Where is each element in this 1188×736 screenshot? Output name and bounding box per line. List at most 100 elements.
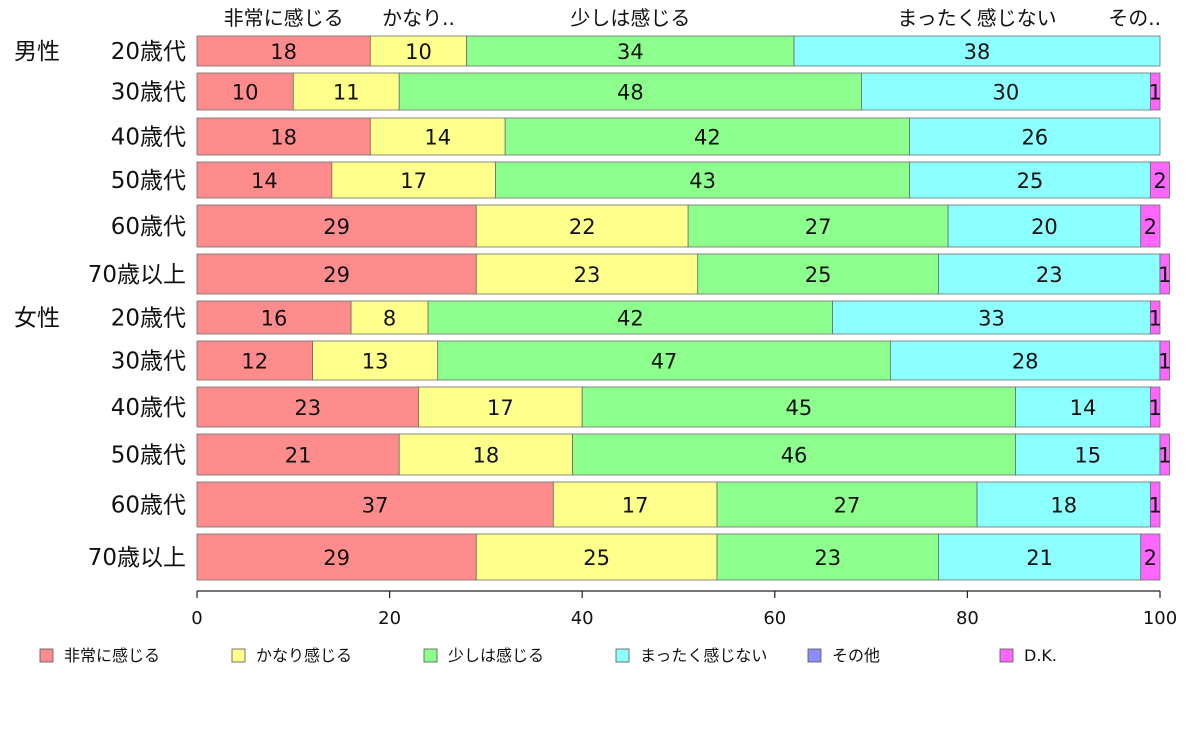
data-label: 17 — [487, 396, 514, 420]
bar-segment — [793, 35, 1161, 67]
data-label: 18 — [270, 126, 297, 150]
bar-segment — [196, 533, 477, 581]
data-label: 30 — [993, 81, 1020, 105]
data-label: 8 — [383, 307, 396, 331]
data-label: 1 — [1158, 444, 1171, 468]
data-label: 15 — [1074, 444, 1101, 468]
bar-segment — [581, 386, 1016, 428]
bar-segment — [572, 433, 1016, 476]
bar-segment — [889, 340, 1161, 381]
data-label: 33 — [978, 307, 1005, 331]
category-label: 30歳代 — [111, 80, 186, 106]
category-label: 70歳以上 — [88, 262, 186, 288]
category-label: 60歳代 — [111, 493, 186, 519]
legend-label: 少しは感じる — [448, 646, 544, 665]
bar-segment — [196, 35, 371, 67]
bar-segment — [196, 300, 352, 335]
bar-segment — [369, 117, 506, 156]
x-tick-label: 20 — [378, 608, 401, 629]
category-label: 70歳以上 — [88, 545, 186, 571]
bar-segment — [976, 481, 1151, 528]
category-label: 30歳代 — [111, 349, 186, 375]
x-tick-label: 100 — [1143, 608, 1177, 629]
bar-segment — [398, 433, 573, 476]
data-label: 27 — [834, 494, 861, 518]
legend-swatch — [807, 648, 822, 663]
bar-segment — [1159, 433, 1171, 476]
bar-segment — [1149, 161, 1171, 199]
data-label: 1 — [1158, 263, 1171, 287]
bar-segment — [418, 386, 583, 428]
data-label: 21 — [285, 444, 312, 468]
bar-segment — [504, 117, 911, 156]
legend-label: 非常に感じる — [64, 646, 160, 665]
data-label: 14 — [424, 126, 451, 150]
category-label: 20歳代 — [111, 306, 186, 332]
legend-swatch — [615, 648, 630, 663]
data-label: 25 — [583, 546, 610, 570]
x-axis: 0 20 40 60 80 100 — [191, 590, 1177, 629]
column-header: かなり.. — [382, 6, 455, 30]
bar-segment — [350, 300, 429, 335]
data-label: 20 — [1031, 215, 1058, 239]
data-label: 21 — [1026, 546, 1053, 570]
data-label: 1 — [1148, 81, 1161, 105]
data-label: 18 — [270, 40, 297, 64]
data-label: 48 — [617, 81, 644, 105]
data-label: 12 — [241, 350, 268, 374]
data-label: 29 — [323, 546, 350, 570]
column-header: 少しは感じる — [570, 6, 690, 30]
bar-segment — [196, 253, 477, 295]
data-label: 34 — [617, 40, 644, 64]
data-label: 2 — [1153, 169, 1166, 193]
data-label: 11 — [333, 81, 360, 105]
legend-label: まったく感じない — [640, 646, 767, 665]
bar-segment — [938, 533, 1142, 581]
data-label: 23 — [574, 263, 601, 287]
legend-swatch — [999, 648, 1014, 663]
bar-segment — [292, 72, 400, 111]
data-label: 2 — [1144, 546, 1157, 570]
data-label: 29 — [323, 215, 350, 239]
data-label: 18 — [1050, 494, 1077, 518]
data-label: 43 — [689, 169, 716, 193]
bar-segment — [475, 253, 699, 295]
bar-segment — [196, 72, 294, 111]
bar-segment — [1140, 533, 1161, 581]
bar-segment — [196, 481, 554, 528]
legend-swatch — [231, 648, 246, 663]
data-label: 18 — [473, 444, 500, 468]
data-label: 23 — [294, 396, 321, 420]
bar-segment — [312, 340, 439, 381]
bar-segment — [1149, 72, 1161, 111]
group-label: 女性 — [14, 306, 60, 332]
x-tick-label: 0 — [191, 608, 202, 629]
bar-segment — [475, 533, 718, 581]
group-label: 男性 — [14, 39, 60, 65]
legend-swatch — [423, 648, 438, 663]
data-label: 29 — [323, 263, 350, 287]
bar-segment — [331, 161, 496, 199]
data-label: 26 — [1021, 126, 1048, 150]
data-label: 42 — [694, 126, 721, 150]
data-label: 37 — [362, 494, 389, 518]
column-headers: 非常に感じる かなり.. 少しは感じる まったく感じない その.. — [224, 6, 1161, 30]
bar-segment — [861, 72, 1151, 111]
bar-segment — [947, 204, 1142, 248]
bar-segment — [196, 340, 313, 381]
bar-segment — [1159, 340, 1171, 381]
data-label: 45 — [786, 396, 813, 420]
data-label: 42 — [617, 307, 644, 331]
bar-segment — [466, 35, 795, 67]
category-label: 50歳代 — [111, 443, 186, 469]
data-label: 27 — [805, 215, 832, 239]
bar-segment — [196, 117, 371, 156]
bar-segment — [552, 481, 718, 528]
bar-segment — [1140, 204, 1161, 248]
bar-segment — [369, 35, 468, 67]
bar-segment — [427, 300, 833, 335]
bar-segment — [1015, 433, 1161, 476]
